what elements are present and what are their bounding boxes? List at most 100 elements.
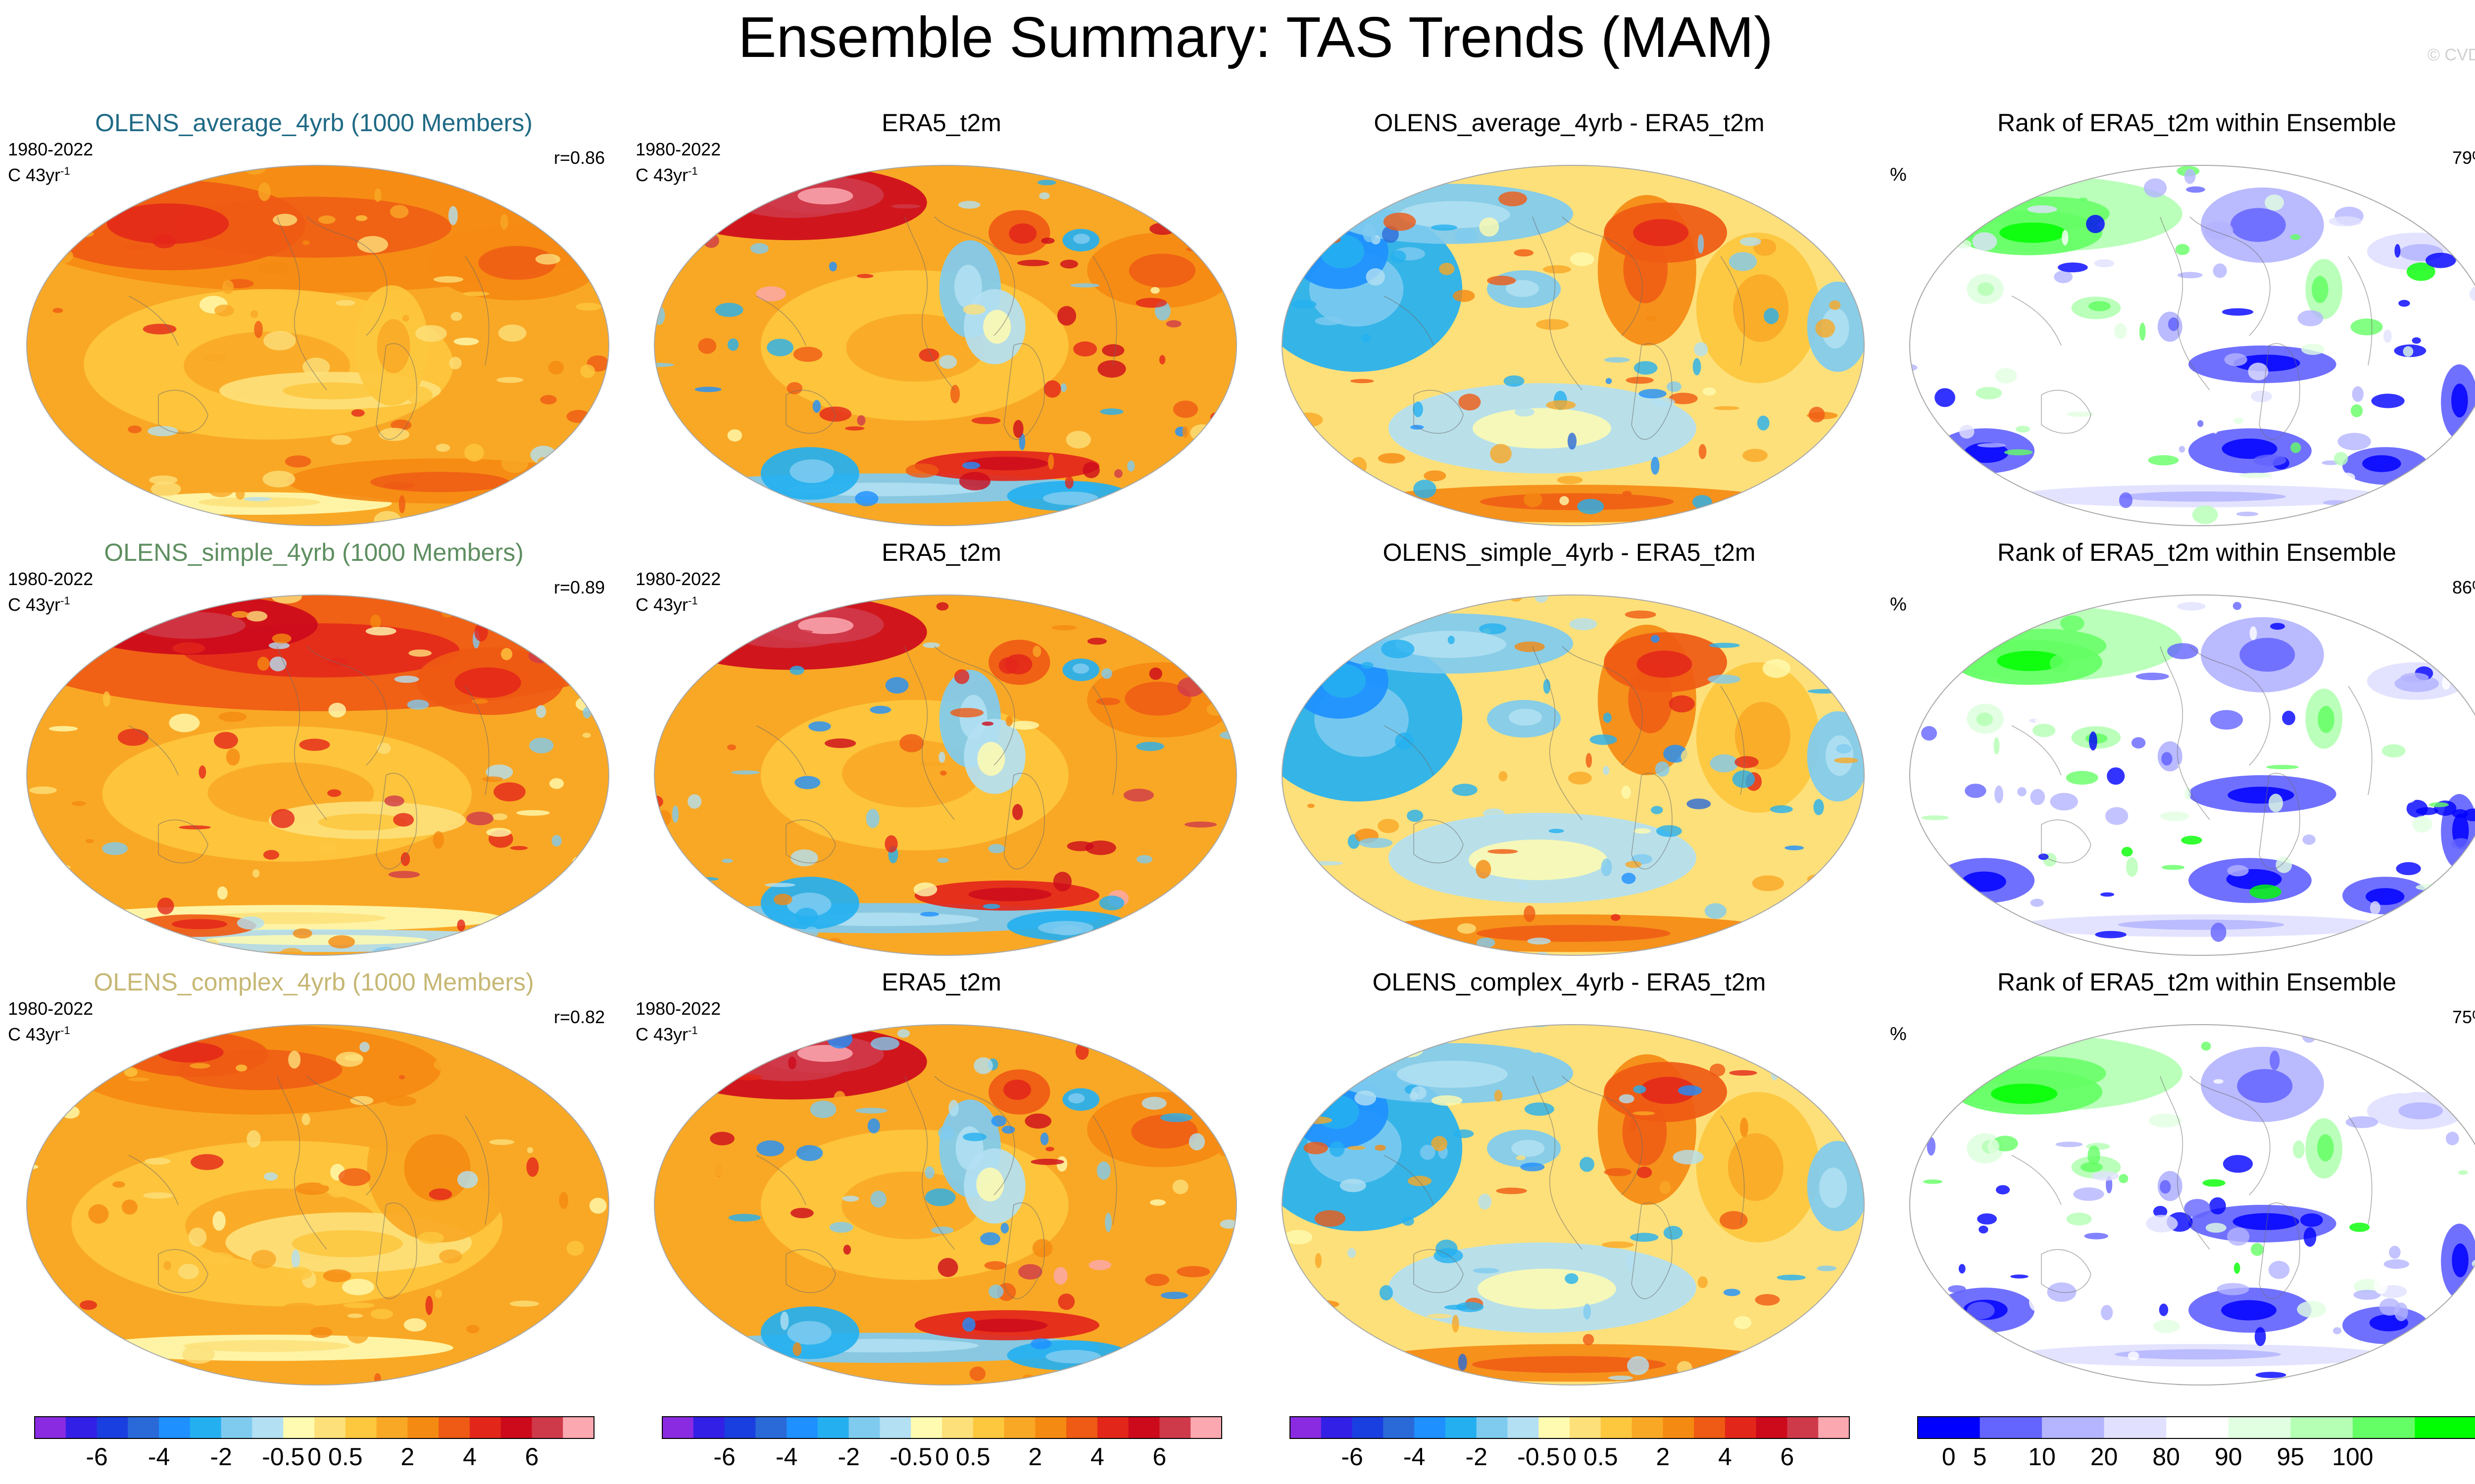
map-speckle <box>214 304 234 317</box>
coastline <box>376 343 417 440</box>
map-speckle <box>654 647 658 661</box>
map-speckle <box>810 1100 837 1118</box>
map-speckle <box>969 1366 986 1381</box>
map-speckle <box>1458 1353 1467 1371</box>
colorbar-swatch <box>1694 1417 1726 1438</box>
map-speckle <box>538 1334 555 1339</box>
map-speckle <box>11 876 20 886</box>
map-outline <box>26 165 609 526</box>
map-speckle <box>1041 238 1055 244</box>
map-speckle <box>1361 334 1371 343</box>
map-blob <box>318 813 407 831</box>
map-speckle <box>1479 217 1499 237</box>
map-speckle <box>824 738 856 748</box>
map-speckle <box>1659 1181 1671 1194</box>
map-speckle <box>388 871 420 878</box>
map-speckle <box>795 907 818 925</box>
map-speckle <box>102 691 110 707</box>
map-speckle <box>50 1211 64 1225</box>
coastline <box>1720 1115 1745 1225</box>
map-speckle <box>899 734 924 752</box>
map-speckle <box>794 598 824 605</box>
map-speckle <box>676 945 688 955</box>
coastline <box>2011 296 2062 346</box>
map-speckle <box>1948 1285 1966 1293</box>
map-speckle <box>450 312 462 321</box>
map-speckle <box>102 842 128 855</box>
map-speckle <box>1673 1150 1704 1165</box>
map-speckle <box>804 927 819 938</box>
map-speckle <box>780 629 813 634</box>
map-speckle <box>1018 1264 1042 1280</box>
map-speckle <box>1179 1316 1205 1326</box>
map-speckle <box>1347 1248 1356 1258</box>
map-speckle <box>1870 1281 1879 1291</box>
map-blob <box>2232 1213 2299 1230</box>
map-speckle <box>80 1300 98 1310</box>
map-speckle <box>259 958 274 962</box>
map-diff <box>1282 165 1865 526</box>
coastline <box>786 819 836 864</box>
map-speckle <box>1833 1055 1852 1068</box>
map-speckle <box>834 1090 846 1106</box>
map-speckle <box>2224 353 2247 366</box>
map-speckle <box>2360 177 2370 196</box>
map-speckle <box>794 776 821 790</box>
map-speckle <box>1723 1288 1740 1296</box>
map-speckle <box>1910 906 1919 926</box>
map-speckle <box>2340 1260 2374 1278</box>
map-blob <box>1068 1093 1085 1104</box>
map-speckle <box>2186 186 2205 193</box>
map-speckle <box>1420 1144 1436 1160</box>
panel-rank-row1: Rank of ERA5_t2m within Ensemble % 79% <box>1883 108 2475 538</box>
map-speckle <box>1981 955 2000 960</box>
map-speckle <box>449 356 462 370</box>
map-speckle <box>1987 1063 2004 1070</box>
coastline <box>277 1076 327 1250</box>
map-speckle <box>1720 1211 1748 1230</box>
panel-meta: 1980-2022 C 43yr-1 <box>8 998 93 1045</box>
colorbar-swatch <box>1321 1417 1353 1438</box>
map-blob <box>964 1319 1048 1333</box>
panel-diff-row3: OLENS_complex_4yrb - ERA5_t2m <box>1255 967 1883 1397</box>
map-speckle <box>845 426 865 431</box>
map-speckle <box>145 1158 171 1165</box>
map-speckle <box>2297 310 2324 327</box>
coastline <box>1384 1155 1434 1205</box>
map-speckle <box>1185 821 1217 828</box>
map-speckle <box>2350 318 2383 336</box>
panel-meta: 1980-2022 C 43yr-1 <box>8 139 93 186</box>
map-speckle <box>2233 417 2244 424</box>
map-speckle <box>121 1199 138 1215</box>
map-speckle <box>2297 1301 2326 1318</box>
map-speckle <box>1361 662 1374 669</box>
map-speckle <box>1306 230 1325 246</box>
map-speckle <box>1765 944 1780 955</box>
map-speckle <box>1733 1316 1752 1330</box>
coastline <box>1003 343 1045 440</box>
map-outline <box>654 1024 1237 1385</box>
map-speckle <box>1583 1334 1594 1345</box>
map-speckle <box>1633 1111 1655 1116</box>
map-speckle <box>191 1154 224 1170</box>
map-speckle <box>1503 375 1525 387</box>
map-speckle <box>1186 474 1213 484</box>
map-speckle <box>27 595 35 610</box>
map-speckle <box>1629 1118 1637 1132</box>
colorbar-swatch <box>190 1417 222 1438</box>
map-speckle <box>1473 1268 1499 1274</box>
units-label: C 43yr-1 <box>8 165 70 185</box>
map-speckle <box>1424 470 1446 482</box>
panel-title: OLENS_simple_4yrb - ERA5_t2m <box>1383 539 1756 566</box>
map-speckle <box>1516 1155 1526 1160</box>
map-speckle <box>1487 849 1518 854</box>
map-speckle <box>1179 220 1198 232</box>
map-speckle <box>2411 949 2435 955</box>
map-speckle <box>1777 1275 1806 1281</box>
map-speckle <box>2465 922 2475 930</box>
map-speckle <box>580 364 595 378</box>
map-speckle <box>638 1068 649 1076</box>
colorbar-tick-label: 6 <box>1152 1443 1166 1471</box>
map-speckle <box>1188 1133 1205 1150</box>
coastline <box>306 216 388 336</box>
